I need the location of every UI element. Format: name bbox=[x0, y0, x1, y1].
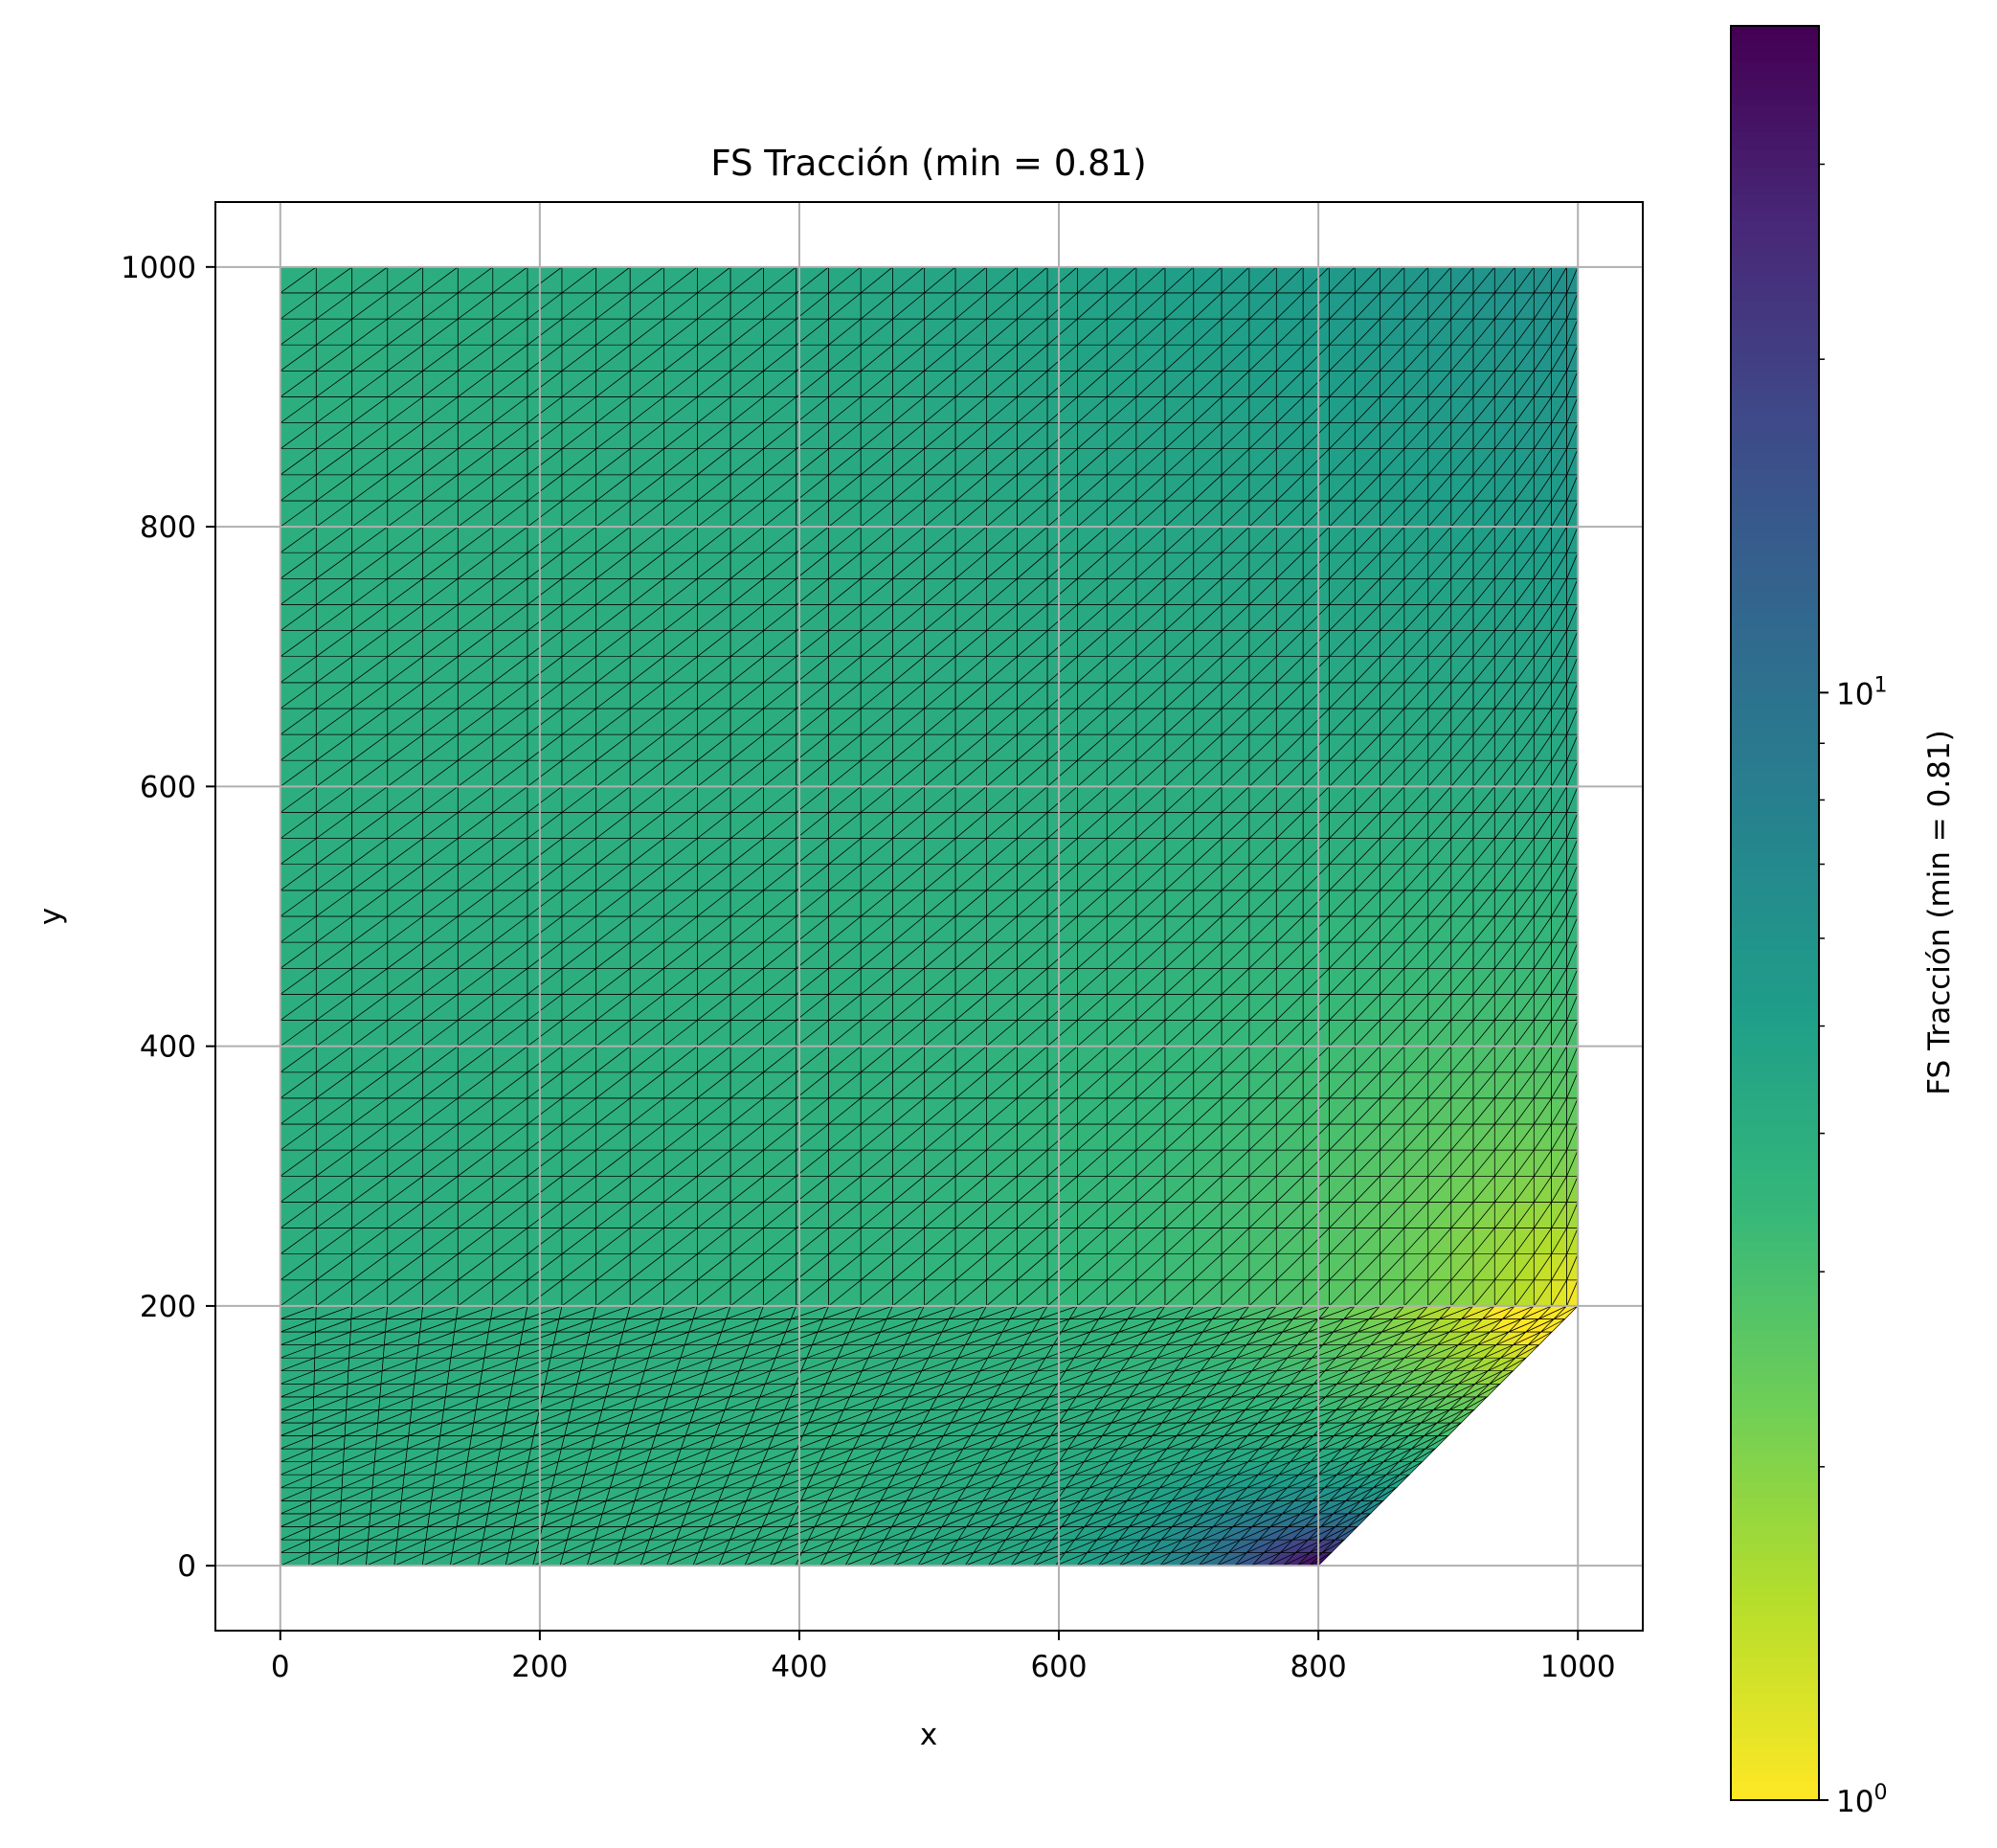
mesh-layer bbox=[279, 265, 1579, 1567]
